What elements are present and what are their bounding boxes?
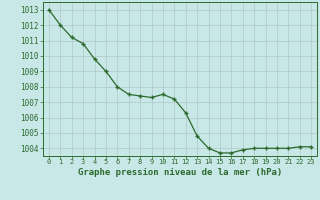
X-axis label: Graphe pression niveau de la mer (hPa): Graphe pression niveau de la mer (hPa) bbox=[78, 168, 282, 177]
